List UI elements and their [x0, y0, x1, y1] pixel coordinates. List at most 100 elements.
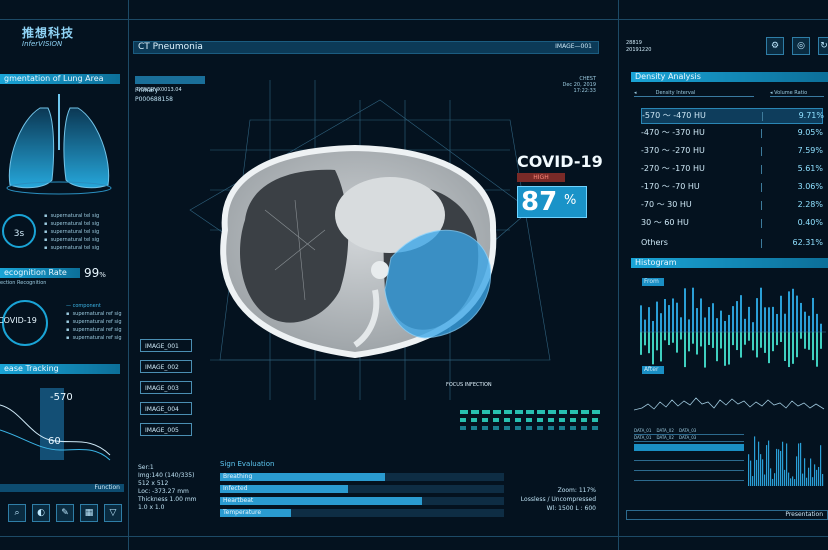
histogram-bar-after: [664, 332, 666, 341]
histogram-bar: [736, 301, 738, 332]
histogram-bar: [656, 301, 658, 332]
histogram-bar-after: [820, 332, 822, 349]
histogram-bar: [760, 287, 762, 332]
histogram-bar-after: [784, 332, 786, 361]
histogram-bar-after: [640, 332, 642, 355]
ct-scan-image[interactable]: [205, 140, 505, 365]
tracking-top-value: -570: [50, 392, 73, 403]
histogram-bar-after: [672, 332, 674, 343]
density-interval-label: ◂ Density Interval: [634, 90, 754, 97]
histogram-bar-after: [676, 332, 678, 353]
histogram-bar-after: [732, 332, 734, 346]
histogram-bar-after: [688, 332, 690, 352]
mini-bar: [798, 443, 800, 486]
pen-icon[interactable]: ✎: [56, 504, 74, 522]
histogram-bar-after: [728, 332, 730, 365]
image-item-2[interactable]: IMAGE_002: [140, 360, 192, 373]
timer-gauge: 3s: [2, 214, 36, 248]
mini-bar: [816, 469, 818, 486]
histogram-bar-after: [740, 332, 742, 358]
image-item-3[interactable]: IMAGE_003: [140, 381, 192, 394]
histogram-bar: [724, 320, 726, 332]
image-item-4[interactable]: IMAGE_004: [140, 402, 192, 415]
image-item-1[interactable]: IMAGE_001: [140, 339, 192, 352]
sign-temperature: Temperature: [220, 509, 504, 517]
density-row-8[interactable]: Others 62.31%: [641, 238, 823, 248]
sign-breathing-fill: [220, 473, 385, 481]
recognition-sub: ection Recognition: [0, 280, 47, 286]
layers-icon[interactable]: ▦: [80, 504, 98, 522]
study-time: 17:22:33: [573, 88, 596, 94]
tracking-bottom-value: 60: [48, 436, 61, 447]
zoom-icon[interactable]: ⌕: [8, 504, 26, 522]
covid-score-box: 87 %: [517, 186, 587, 218]
density-row-3[interactable]: -370 ～ -270 HU 7.59%: [641, 146, 823, 156]
sign-breathing: Breathing: [220, 473, 504, 481]
data-table: DATA_01 DATA_02 DATA_03 DATA_01 DATA_02 …: [634, 428, 744, 481]
right-code: 28819 20191220: [626, 40, 652, 53]
timer-value: 3s: [13, 229, 25, 239]
histogram-bar: [772, 306, 774, 332]
study-info: CHEST Dec 20, 2019 17:22:33: [540, 76, 596, 94]
lung-segmentation-header: gmentation of Lung Area: [0, 74, 120, 84]
histogram-bar-after: [812, 332, 814, 361]
histogram-bar: [716, 318, 718, 332]
histogram-bar-after: [796, 332, 798, 358]
mini-bar: [762, 459, 764, 486]
density-row-2[interactable]: -470 ～ -370 HU 9.05%: [641, 128, 823, 138]
density-row-4[interactable]: -270 ～ -170 HU 5.61%: [641, 164, 823, 174]
primary-label: Primary: [135, 87, 159, 94]
lung-segmentation-view: [0, 90, 118, 198]
histogram-bar: [732, 306, 734, 332]
mini-bar: [808, 467, 810, 486]
refresh-icon[interactable]: ↻: [818, 37, 828, 55]
histogram-bar: [776, 313, 778, 332]
mini-bar: [778, 449, 780, 486]
density-row-1[interactable]: -570 ～ -470 HU 9.71%: [641, 108, 824, 124]
compass-icon[interactable]: ◎: [792, 37, 810, 55]
histogram-bar-after: [744, 332, 746, 345]
histogram-bar: [812, 297, 814, 332]
presentation-bar: Presentation: [626, 510, 828, 520]
tracking-chart: [0, 380, 118, 470]
histogram-bar-after: [652, 332, 654, 365]
histogram-bar: [800, 302, 802, 332]
histogram-bar-after: [788, 332, 790, 368]
sign-heartbeat: Heartbeat: [220, 497, 504, 505]
mini-bar: [766, 445, 768, 486]
histogram-bar: [660, 313, 662, 332]
histogram-bar-after: [724, 332, 726, 366]
mini-bar: [802, 473, 804, 486]
density-row-6[interactable]: -70 ～ 30 HU 2.28%: [641, 200, 823, 210]
mini-bar: [784, 469, 786, 486]
density-row-5[interactable]: -170 ～ -70 HU 3.06%: [641, 182, 823, 192]
focus-bars: [460, 410, 600, 430]
mini-bar: [758, 441, 760, 486]
filter-icon[interactable]: ▽: [104, 504, 122, 522]
settings-icon[interactable]: ⚙: [766, 37, 784, 55]
density-header: Density Analysis: [631, 72, 828, 82]
patient-id: DENSRVX0013.04: [135, 76, 205, 93]
histogram-bar-after: [720, 332, 722, 349]
recognition-header: ecognition Rate: [0, 268, 80, 278]
sign-temperature-fill: [220, 509, 291, 517]
image-item-5[interactable]: IMAGE_005: [140, 423, 192, 436]
mini-bar: [782, 441, 784, 486]
histogram-bar: [728, 314, 730, 332]
mini-bar: [804, 458, 806, 486]
histogram-bar-after: [748, 332, 750, 341]
covid-score-value: 87: [521, 187, 558, 217]
mini-bar: [822, 473, 824, 486]
mini-bar: [794, 479, 796, 486]
function-bar: Function: [0, 484, 124, 492]
main-title-bar: CT Pneumonia IMAGE—001: [133, 41, 599, 54]
histogram-bar-after: [780, 332, 782, 342]
histogram-bar-after: [800, 332, 802, 339]
histogram-bar: [748, 306, 750, 332]
density-row-7[interactable]: 30 ～ 60 HU 0.40%: [641, 218, 823, 228]
mini-bar: [764, 474, 766, 486]
contrast-icon[interactable]: ◐: [32, 504, 50, 522]
mini-bar: [796, 456, 798, 486]
histogram-bar-after: [764, 332, 766, 353]
mini-bar: [780, 450, 782, 486]
